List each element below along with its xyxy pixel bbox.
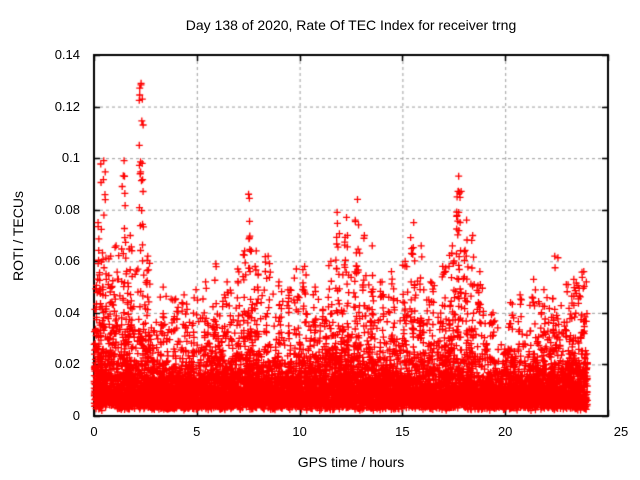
y-tick-label: 0.04 bbox=[54, 304, 80, 320]
x-tick-label: 20 bbox=[497, 424, 513, 439]
y-tick-label: 0.12 bbox=[54, 98, 80, 114]
y-tick-label: 0.08 bbox=[54, 201, 80, 217]
x-tick-label: 25 bbox=[613, 424, 629, 439]
x-axis-label: GPS time / hours bbox=[297, 454, 405, 470]
y-tick-label: 0.06 bbox=[54, 253, 80, 269]
x-tick-label: 0 bbox=[90, 424, 98, 439]
x-tick-label: 10 bbox=[292, 424, 307, 439]
y-tick-label: 0.14 bbox=[54, 47, 80, 62]
y-tick-label: 0.1 bbox=[61, 150, 80, 166]
x-tick-label: 5 bbox=[193, 424, 201, 439]
chart-title: Day 138 of 2020, Rate Of TEC Index for r… bbox=[185, 17, 517, 33]
y-tick-label: 0.02 bbox=[54, 356, 80, 372]
y-tick-label: 0 bbox=[72, 408, 80, 423]
x-tick-label: 15 bbox=[395, 424, 410, 439]
